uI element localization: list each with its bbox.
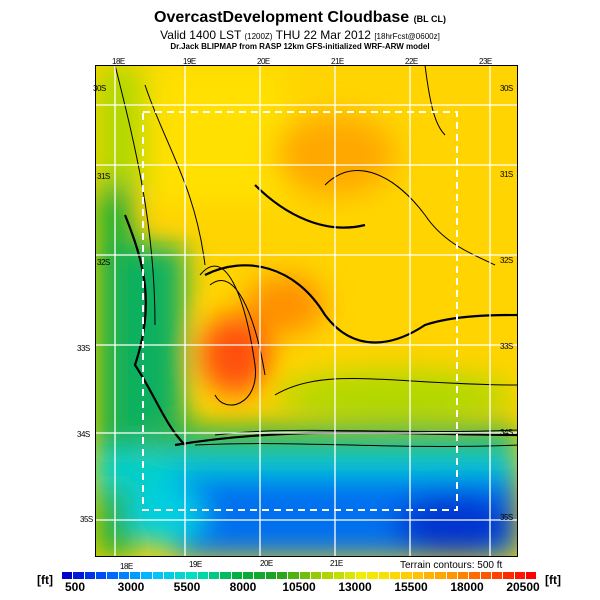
map-title: OvercastDevelopment Cloudbase (BL CL) [154, 9, 446, 26]
colorbar-segment [129, 572, 142, 579]
colorbar-segment [525, 572, 538, 579]
colorbar-segment [209, 572, 221, 579]
model-credit: Dr.Jack BLIPMAP from RASP 12km GFS-initi… [170, 42, 430, 51]
colorbar-tick-label: 10500 [282, 580, 316, 594]
colorbar-segment [231, 572, 243, 579]
colorbar-segment [378, 572, 391, 579]
colorbar-segment [95, 572, 108, 579]
colorbar-tick-label: 8000 [229, 580, 257, 594]
colorbar-segment [254, 572, 266, 579]
lat-label: 30S [93, 84, 106, 93]
colorbar-segment [457, 572, 470, 579]
lat-label: 31S [97, 172, 110, 181]
colorbar-segment [401, 572, 413, 579]
colorbar-tick-label: 3000 [117, 580, 145, 594]
lat-label: 35S [80, 515, 93, 524]
terrain-contour-note: Terrain contours: 500 ft [400, 560, 503, 571]
colorbar-segment [469, 572, 481, 579]
lon-label: 21E [330, 559, 343, 568]
lon-label: 18E [112, 57, 125, 66]
colorbar-tick-label: 18000 [450, 580, 484, 594]
colorbar-segment [197, 572, 210, 579]
colorbar-segment [288, 572, 300, 579]
colorbar-segment [435, 572, 447, 579]
lon-label: 20E [260, 559, 273, 568]
colorbar-segment [412, 572, 424, 579]
colorbar-segment [175, 572, 187, 579]
colorbar-tick-label: 5500 [173, 580, 201, 594]
colorbar-tick-label: 15500 [394, 580, 428, 594]
colorbar-segment [152, 572, 164, 579]
cloudbase-map [95, 65, 518, 557]
lon-label: 20E [257, 57, 270, 66]
colorbar-segment [265, 572, 277, 579]
colorbar-segment [84, 572, 96, 579]
colorbar-segment [390, 572, 402, 579]
colorbar-segment [62, 572, 74, 579]
colorbar-segment [73, 572, 85, 579]
colorbar-segment [446, 572, 458, 579]
colorbar-tick-label: 20500 [506, 580, 540, 594]
lat-label: 30S [500, 84, 513, 93]
colorbar-segment [186, 572, 198, 579]
lat-label: 31S [500, 170, 513, 179]
lat-label: 34S [500, 428, 513, 437]
colorbar-segment [344, 572, 357, 579]
lon-label: 23E [479, 57, 492, 66]
lat-label: 32S [500, 256, 513, 265]
lon-label: 19E [189, 560, 202, 569]
colorbar-segment [141, 572, 153, 579]
colorbar-segment [514, 572, 526, 579]
unit-label-left: [ft] [37, 573, 53, 587]
colorbar-segment [322, 572, 334, 579]
lon-label: 21E [331, 57, 344, 66]
colorbar-segment [480, 572, 492, 579]
lon-label: 19E [183, 57, 196, 66]
colorbar-tick-label: 13000 [338, 580, 372, 594]
colorbar-segment [163, 572, 176, 579]
colorbar-segment [299, 572, 311, 579]
colorbar [62, 572, 538, 579]
colorbar-segment [276, 572, 289, 579]
colorbar-segment [333, 572, 345, 579]
lon-label: 18E [120, 562, 133, 571]
valid-time: Valid 1400 LST (1200Z) THU 22 Mar 2012 [… [160, 28, 440, 42]
colorbar-segment [243, 572, 255, 579]
unit-label-right: [ft] [545, 573, 561, 587]
colorbar-segment [491, 572, 504, 579]
lat-label: 32S [97, 258, 110, 267]
colorbar-tick-label: 500 [64, 580, 86, 594]
colorbar-segment [107, 572, 119, 579]
colorbar-segment [118, 572, 130, 579]
lat-label: 35S [500, 513, 513, 522]
colorbar-segment [424, 572, 436, 579]
lat-label: 33S [77, 344, 90, 353]
lat-label: 34S [77, 430, 90, 439]
lat-label: 33S [500, 342, 513, 351]
colorbar-segment [220, 572, 232, 579]
lon-label: 22E [405, 57, 418, 66]
colorbar-segment [503, 572, 515, 579]
colorbar-segment [367, 572, 379, 579]
colorbar-segment [356, 572, 368, 579]
colorbar-segment [310, 572, 323, 579]
